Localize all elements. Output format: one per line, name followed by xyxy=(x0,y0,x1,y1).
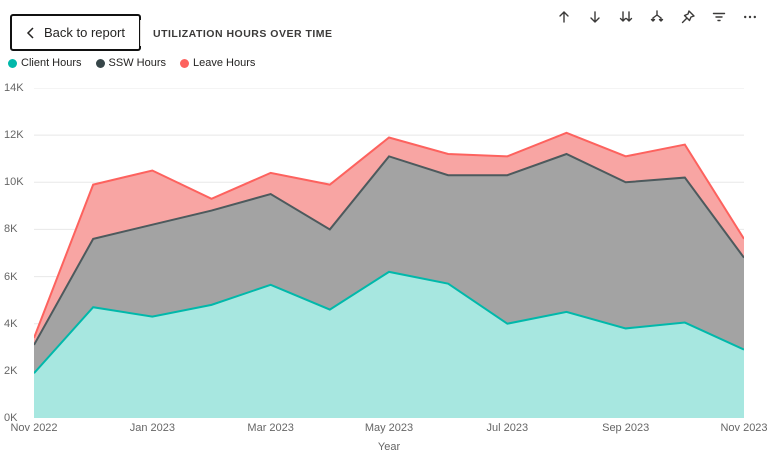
legend-label: SSW Hours xyxy=(108,57,166,69)
chart-legend: Client Hours SSW Hours Leave Hours xyxy=(8,57,255,69)
y-axis-label: 0K xyxy=(4,412,18,424)
expand-next-level-icon[interactable] xyxy=(614,5,638,29)
back-chevron-icon xyxy=(26,26,34,39)
visual-title: UTILIZATION HOURS OVER TIME xyxy=(153,28,333,40)
legend-label: Client Hours xyxy=(21,57,82,69)
header: Back to report UTILIZATION HOURS OVER TI… xyxy=(0,0,768,56)
x-axis-label: Mar 2023 xyxy=(247,422,294,434)
filter-icon[interactable] xyxy=(707,5,731,29)
y-axis-label: 8K xyxy=(4,223,18,236)
x-axis-label: Jul 2023 xyxy=(486,422,529,434)
y-axis-label: 12K xyxy=(4,129,24,142)
x-axis-label: Sep 2023 xyxy=(602,422,650,434)
x-axis: Nov 2022 Jan 2023 Mar 2023 May 2023 Jul 2023… xyxy=(10,422,767,436)
drill-up-icon[interactable] xyxy=(552,5,576,29)
line-client-hours[interactable] xyxy=(33,270,745,374)
legend-dot-client xyxy=(8,58,17,68)
legend-dot-leave xyxy=(180,58,189,68)
line-ssw-hours[interactable] xyxy=(33,152,745,346)
x-axis-label: May 2023 xyxy=(364,422,414,434)
more-options-icon[interactable] xyxy=(738,5,762,29)
expand-all-icon[interactable] xyxy=(645,5,669,29)
chart-svg xyxy=(33,87,745,418)
y-axis-label: 10K xyxy=(4,176,24,189)
x-axis-title: Year xyxy=(377,441,401,453)
legend-item-leave-hours[interactable]: Leave Hours xyxy=(180,57,255,69)
legend-label: Leave Hours xyxy=(193,57,256,69)
y-axis-label: 6K xyxy=(4,270,18,283)
pin-icon[interactable] xyxy=(676,5,700,29)
legend-item-ssw-hours[interactable]: SSW Hours xyxy=(95,57,166,69)
area-client-hours[interactable] xyxy=(34,271,744,418)
toolbar xyxy=(552,5,762,29)
legend-item-client-hours[interactable]: Client Hours xyxy=(8,57,82,69)
y-axis-label: 14K xyxy=(4,82,24,94)
back-button-label: Back to report xyxy=(44,25,125,40)
line-leave-hours[interactable] xyxy=(33,131,745,339)
drill-down-icon[interactable] xyxy=(583,5,607,29)
x-axis-label: Nov 2023 xyxy=(720,422,768,434)
x-axis-label: Jan 2023 xyxy=(129,422,175,434)
header-separator xyxy=(140,20,141,46)
legend-dot-ssw xyxy=(95,58,105,68)
x-axis-label: Nov 2022 xyxy=(10,422,58,434)
y-axis-label: 2K xyxy=(4,364,18,377)
plot-area[interactable] xyxy=(33,87,745,418)
y-axis-label: 4K xyxy=(4,317,18,330)
back-to-report-button[interactable]: Back to report xyxy=(10,14,141,51)
